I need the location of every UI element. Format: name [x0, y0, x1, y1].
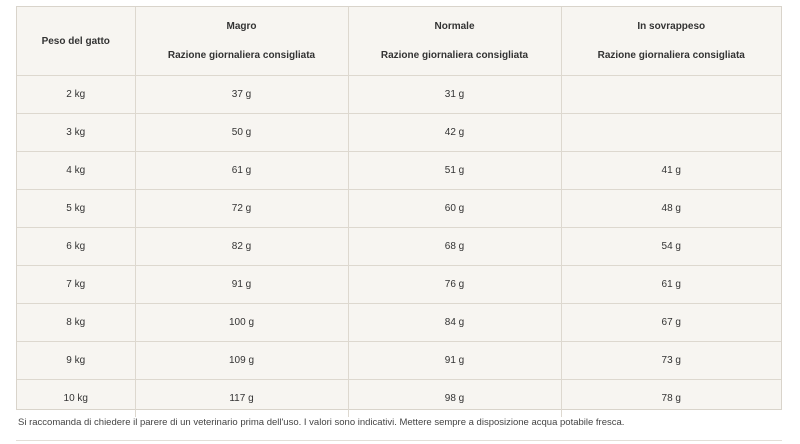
cell-weight: 9 kg — [17, 341, 136, 380]
cell-overweight: 54 g — [561, 227, 781, 266]
cell-weight: 10 kg — [17, 379, 136, 417]
footnote: Si raccomanda di chiedere il parere di u… — [18, 417, 625, 428]
cell-weight: 2 kg — [17, 75, 136, 114]
cell-thin: 91 g — [135, 265, 349, 304]
cell-weight: 3 kg — [17, 113, 136, 152]
cell-overweight: 73 g — [561, 341, 781, 380]
header-title: Peso del gatto — [41, 35, 110, 47]
header-thin: Magro Razione giornaliera consigliata — [135, 7, 349, 76]
cell-normal: 31 g — [348, 75, 562, 114]
cell-overweight: 41 g — [561, 151, 781, 190]
cell-normal: 98 g — [348, 379, 562, 417]
table-row: 9 kg 109 g 91 g 73 g — [17, 341, 781, 380]
cell-thin: 37 g — [135, 75, 349, 114]
cell-normal: 51 g — [348, 151, 562, 190]
divider — [16, 440, 782, 441]
header-title: Normale — [434, 21, 475, 32]
cell-overweight: 61 g — [561, 265, 781, 304]
cell-weight: 6 kg — [17, 227, 136, 266]
feeding-table: Peso del gatto Magro Razione giornaliera… — [17, 7, 781, 417]
cell-normal: 84 g — [348, 303, 562, 342]
cell-overweight: 48 g — [561, 189, 781, 228]
header-title: In sovrappeso — [637, 21, 706, 32]
cell-weight: 5 kg — [17, 189, 136, 228]
cell-weight: 4 kg — [17, 151, 136, 190]
cell-normal: 76 g — [348, 265, 562, 304]
feeding-table-container: Peso del gatto Magro Razione giornaliera… — [16, 6, 782, 417]
header-subtitle: Razione giornaliera consigliata — [597, 50, 745, 61]
cell-weight: 8 kg — [17, 303, 136, 342]
cell-normal: 68 g — [348, 227, 562, 266]
cell-overweight — [561, 75, 781, 114]
header-normal: Normale Razione giornaliera consigliata — [348, 7, 562, 76]
cell-thin: 117 g — [135, 379, 349, 417]
table-row: 8 kg 100 g 84 g 67 g — [17, 303, 781, 342]
table-row: 10 kg 117 g 98 g 78 g — [17, 379, 781, 417]
cell-overweight — [561, 113, 781, 152]
cell-thin: 109 g — [135, 341, 349, 380]
cell-normal: 60 g — [348, 189, 562, 228]
header-subtitle: Razione giornaliera consigliata — [167, 50, 316, 61]
cell-thin: 72 g — [135, 189, 349, 228]
cell-weight: 7 kg — [17, 265, 136, 304]
table-row: 6 kg 82 g 68 g 54 g — [17, 227, 781, 266]
table-row: 2 kg 37 g 31 g — [17, 75, 781, 114]
cell-thin: 100 g — [135, 303, 349, 342]
cell-normal: 91 g — [348, 341, 562, 380]
header-cat-weight: Peso del gatto — [17, 7, 136, 76]
table-row: 3 kg 50 g 42 g — [17, 113, 781, 152]
cell-normal: 42 g — [348, 113, 562, 152]
cell-overweight: 78 g — [661, 393, 681, 404]
table-row: 7 kg 91 g 76 g 61 g — [17, 265, 781, 304]
header-overweight: In sovrappeso Razione giornaliera consig… — [561, 7, 781, 76]
header-subtitle: Razione giornaliera consigliata — [380, 50, 529, 61]
header-row: Peso del gatto Magro Razione giornaliera… — [17, 7, 781, 76]
table-row: 4 kg 61 g 51 g 41 g — [17, 151, 781, 190]
table-row: 5 kg 72 g 60 g 48 g — [17, 189, 781, 228]
cell-thin: 82 g — [135, 227, 349, 266]
cell-overweight: 67 g — [561, 303, 781, 342]
header-title: Magro — [226, 21, 257, 32]
cell-thin: 61 g — [135, 151, 349, 190]
cell-thin: 50 g — [135, 113, 349, 152]
